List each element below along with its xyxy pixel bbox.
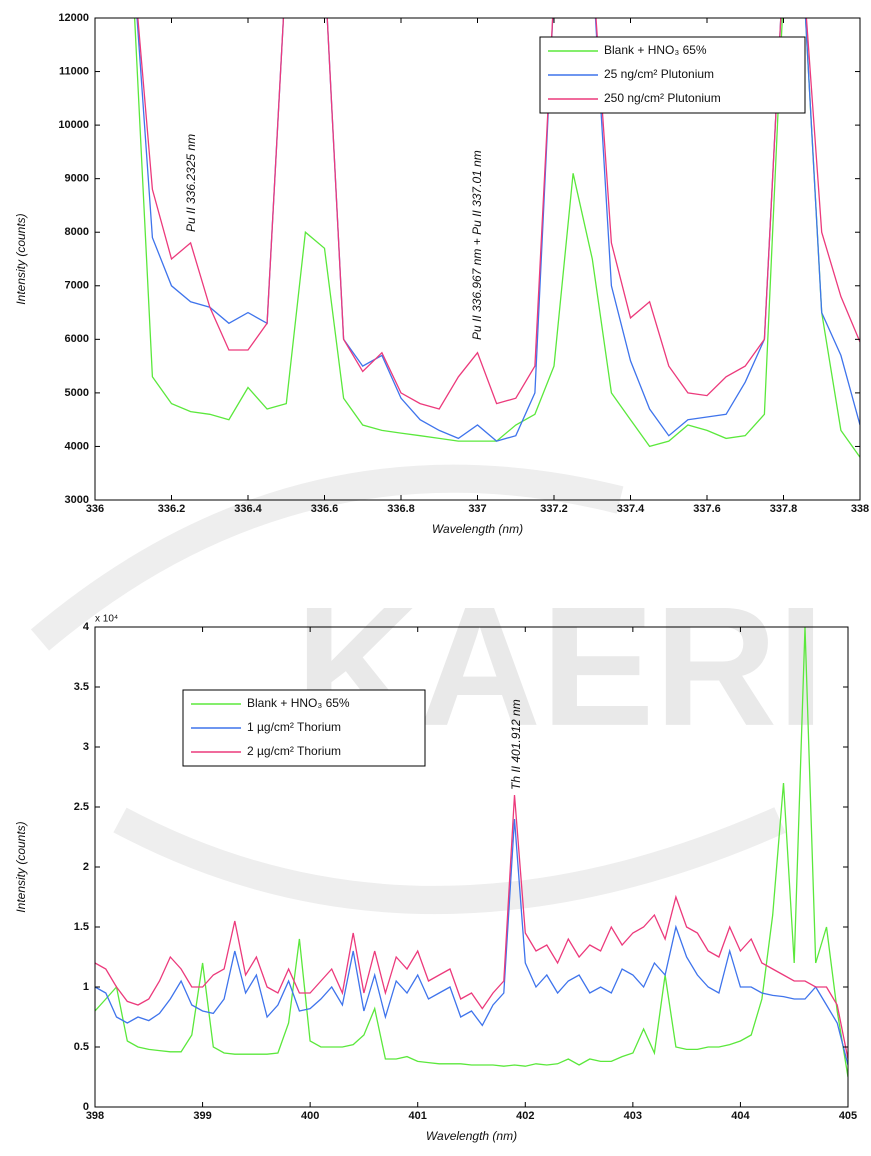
x-axis-label: Wavelength (nm) [432, 522, 523, 536]
x-tick-label: 337.4 [617, 503, 645, 515]
y-tick-label: 9000 [65, 173, 89, 185]
y-axis-label: Intensity (counts) [14, 213, 28, 304]
y-tick-label: 6000 [65, 333, 89, 345]
x-tick-label: 337.2 [540, 503, 568, 515]
x-tick-label: 401 [409, 1110, 427, 1122]
x-tick-label: 402 [516, 1110, 534, 1122]
x-tick-label: 336.4 [234, 503, 262, 515]
x-tick-label: 405 [839, 1110, 857, 1122]
y-tick-label: 2 [83, 861, 89, 873]
y-tick-label: 1.5 [74, 921, 89, 933]
y-tick-label: 11000 [59, 65, 89, 77]
x-tick-label: 400 [301, 1110, 319, 1122]
y-tick-label: 1 [83, 981, 89, 993]
data-line [137, 18, 860, 410]
data-line [95, 794, 848, 1060]
watermark-decor [30, 464, 786, 914]
y-tick-label: 4 [83, 621, 90, 633]
legend-label: 2 µg/cm² Thorium [247, 744, 341, 758]
x-tick-label: 403 [624, 1110, 642, 1122]
x-tick-label: 399 [193, 1110, 211, 1122]
legend-label: Blank + HNO₃ 65% [604, 43, 707, 57]
y-tick-label: 0.5 [74, 1041, 89, 1053]
x-tick-label: 404 [731, 1110, 750, 1122]
y-tick-label: 3.5 [74, 681, 89, 693]
x-tick-label: 336.6 [311, 503, 339, 515]
x-tick-label: 336 [86, 503, 104, 515]
legend-label: 25 ng/cm² Plutonium [604, 67, 714, 81]
y-tick-label: 2.5 [74, 801, 89, 813]
data-line [95, 627, 848, 1078]
legend-label: Blank + HNO₃ 65% [247, 696, 350, 710]
x-tick-label: 337.8 [770, 503, 798, 515]
watermark-arc [113, 807, 786, 914]
y-tick-label: 3 [83, 741, 89, 753]
x-tick-label: 338 [851, 503, 869, 515]
y-tick-label: 7000 [65, 280, 89, 292]
x-tick-label: 336.2 [158, 503, 186, 515]
x-axis-label: Wavelength (nm) [426, 1129, 517, 1143]
legend-label: 1 µg/cm² Thorium [247, 720, 341, 734]
data-line [136, 18, 860, 442]
watermark-arc [30, 464, 624, 651]
legend-label: 250 ng/cm² Plutonium [604, 91, 721, 105]
y-tick-label: 4000 [65, 440, 89, 452]
y-multiplier: x 10⁴ [95, 614, 118, 625]
x-tick-label: 398 [86, 1110, 104, 1122]
annotation: Pu II 336.967 nm + Pu II 337.01 nm [470, 150, 484, 340]
annotation: Pu II 336.2325 nm [184, 134, 198, 232]
x-tick-label: 336.8 [387, 503, 415, 515]
data-line [95, 818, 848, 1066]
y-tick-label: 10000 [58, 119, 89, 131]
y-tick-label: 5000 [65, 387, 89, 399]
y-tick-label: 12000 [58, 12, 89, 24]
annotation: Th II 401.912 nm [509, 699, 523, 790]
x-tick-label: 337.6 [693, 503, 721, 515]
y-tick-label: 3000 [65, 494, 89, 506]
y-tick-label: 0 [83, 1101, 89, 1113]
y-tick-label: 8000 [65, 226, 89, 238]
x-tick-label: 337 [468, 503, 486, 515]
y-axis-label: Intensity (counts) [14, 821, 28, 912]
